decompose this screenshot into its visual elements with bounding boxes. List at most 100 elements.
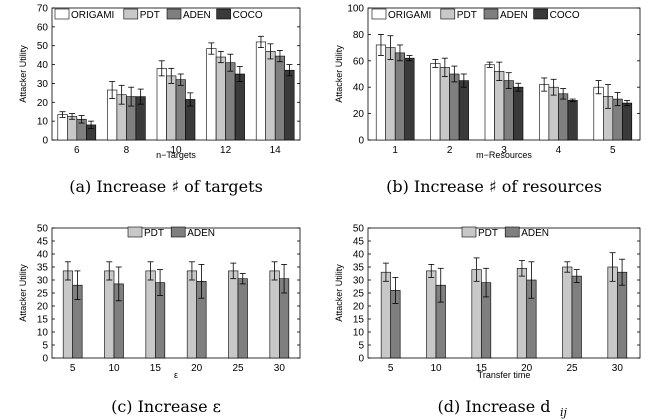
legend-swatch-pdt bbox=[440, 8, 456, 20]
y-axis-label: Attacker Utility bbox=[334, 45, 344, 103]
bar-coco-3 bbox=[513, 86, 524, 141]
bar-coco-2 bbox=[458, 80, 469, 141]
bar-pdt-3 bbox=[494, 71, 505, 141]
legend-swatch-pdt bbox=[127, 226, 143, 238]
bar-aden-4 bbox=[558, 93, 569, 141]
subfigure-caption: (b) Increase ♯ of resources bbox=[386, 177, 602, 196]
legend-label-aden: ADEN bbox=[183, 10, 211, 21]
x-tick-label: 8 bbox=[124, 145, 130, 156]
x-tick-label: 30 bbox=[612, 363, 624, 374]
y-tick-label: 20 bbox=[37, 98, 49, 109]
y-tick-label: 50 bbox=[37, 41, 49, 52]
bar-pdt-25 bbox=[228, 270, 239, 359]
legend-label-pdt: PDT bbox=[140, 10, 160, 21]
legend-swatch-aden bbox=[483, 8, 499, 20]
y-tick-label: 30 bbox=[37, 276, 49, 287]
bar-origami-6 bbox=[57, 114, 68, 141]
y-tick-label: 25 bbox=[353, 289, 365, 300]
bar-origami-4 bbox=[539, 84, 550, 141]
y-tick-label: 70 bbox=[37, 4, 49, 15]
x-tick-label: 12 bbox=[220, 145, 232, 156]
x-tick-label: 5 bbox=[70, 363, 76, 374]
bar-coco-14 bbox=[284, 69, 295, 141]
y-tick-label: 0 bbox=[358, 136, 364, 147]
x-tick-label: 10 bbox=[170, 145, 182, 156]
legend: ORIGAMI PDT ADEN COCO bbox=[371, 8, 580, 21]
y-tick-label: 40 bbox=[353, 83, 365, 94]
y-tick-label: 25 bbox=[37, 289, 49, 300]
chart-panel-c: 0 5 10 15 20 25 30 35 40 45 50 Attacker Utility 5 10 1… bbox=[18, 224, 301, 416]
bar-aden-12 bbox=[225, 62, 236, 141]
legend-label-origami: ORIGAMI bbox=[388, 10, 431, 21]
legend-swatch-origami bbox=[371, 8, 387, 20]
bar-coco-5 bbox=[621, 102, 633, 141]
legend-label-aden: ADEN bbox=[187, 228, 215, 239]
x-tick-label: 6 bbox=[74, 145, 80, 156]
y-axis-label: Attacker Utility bbox=[334, 264, 344, 322]
bar-pdt-5 bbox=[380, 271, 391, 359]
plot-frame bbox=[367, 227, 641, 359]
bar-pdt-30 bbox=[269, 270, 280, 359]
legend-label-origami: ORIGAMI bbox=[71, 10, 114, 21]
x-tick-label: 10 bbox=[108, 363, 120, 374]
y-tick-label: 5 bbox=[42, 341, 48, 352]
bar-pdt-14 bbox=[265, 51, 276, 141]
legend: PDT ADEN bbox=[461, 226, 549, 239]
x-axis-label: Transfer time bbox=[478, 370, 531, 380]
y-tick-label: 10 bbox=[353, 328, 365, 339]
legend-swatch-pdt bbox=[461, 226, 477, 238]
x-tick-label: 5 bbox=[610, 145, 616, 156]
bar-pdt-10 bbox=[426, 270, 437, 359]
y-tick-label: 80 bbox=[353, 30, 365, 41]
bar-aden-25 bbox=[571, 275, 582, 359]
x-tick-label: 30 bbox=[274, 363, 286, 374]
legend: ORIGAMI PDT ADEN COCO bbox=[54, 8, 263, 21]
bar-coco-4 bbox=[567, 100, 578, 141]
y-tick-label: 50 bbox=[353, 224, 365, 235]
y-tick-label: 0 bbox=[42, 354, 48, 365]
x-tick-label: 25 bbox=[566, 363, 578, 374]
legend-swatch-coco bbox=[533, 8, 548, 20]
bar-pdt-2 bbox=[439, 67, 450, 141]
y-tick-label: 35 bbox=[353, 263, 365, 274]
chart-panel-d: 0 5 10 15 20 25 30 35 40 45 50 Attacker Utility 5 10 1… bbox=[334, 224, 641, 419]
bar-origami-3 bbox=[484, 64, 495, 141]
subfigure-caption: (d) Increase d bbox=[437, 397, 550, 416]
legend-label-coco: COCO bbox=[233, 10, 263, 21]
bar-origami-12 bbox=[206, 48, 217, 141]
x-tick-label: 1 bbox=[392, 145, 398, 156]
x-tick-label: 10 bbox=[430, 363, 442, 374]
y-tick-label: 5 bbox=[358, 341, 364, 352]
y-tick-label: 100 bbox=[347, 4, 364, 15]
y-tick-label: 60 bbox=[353, 56, 365, 67]
x-tick-label: 4 bbox=[556, 145, 562, 156]
y-tick-label: 15 bbox=[37, 315, 49, 326]
y-tick-label: 10 bbox=[37, 117, 49, 128]
y-tick-label: 0 bbox=[42, 136, 48, 147]
bar-coco-1 bbox=[404, 57, 415, 141]
chart-panel-a: 0 10 20 30 40 50 60 70 Attacker Utility 6 8 10 12 14 n… bbox=[18, 4, 301, 196]
subfigure-caption: (a) Increase ♯ of targets bbox=[69, 177, 263, 196]
bar-pdt-10 bbox=[166, 75, 177, 141]
legend: PDT ADEN bbox=[127, 226, 215, 239]
x-tick-label: 20 bbox=[191, 363, 203, 374]
x-axis-label: n−Targets bbox=[156, 150, 196, 160]
bar-pdt-5 bbox=[62, 270, 73, 359]
x-tick-label: 5 bbox=[388, 363, 394, 374]
bar-pdt-10 bbox=[104, 270, 115, 359]
legend-label-aden: ADEN bbox=[500, 10, 528, 21]
legend-swatch-coco bbox=[216, 8, 231, 20]
bar-origami-2 bbox=[430, 63, 441, 141]
bar-origami-1 bbox=[375, 44, 387, 141]
bar-pdt-6 bbox=[67, 116, 78, 141]
y-tick-label: 45 bbox=[353, 237, 365, 248]
legend-swatch-aden bbox=[170, 226, 186, 238]
y-tick-label: 30 bbox=[353, 276, 365, 287]
bar-aden-3 bbox=[503, 80, 514, 141]
y-axis-label: Attacker Utility bbox=[18, 45, 28, 103]
bar-pdt-1 bbox=[385, 47, 396, 141]
x-tick-label: 25 bbox=[232, 363, 244, 374]
x-tick-label: 14 bbox=[270, 145, 282, 156]
y-tick-label: 20 bbox=[353, 302, 365, 313]
legend-swatch-aden bbox=[504, 226, 520, 238]
